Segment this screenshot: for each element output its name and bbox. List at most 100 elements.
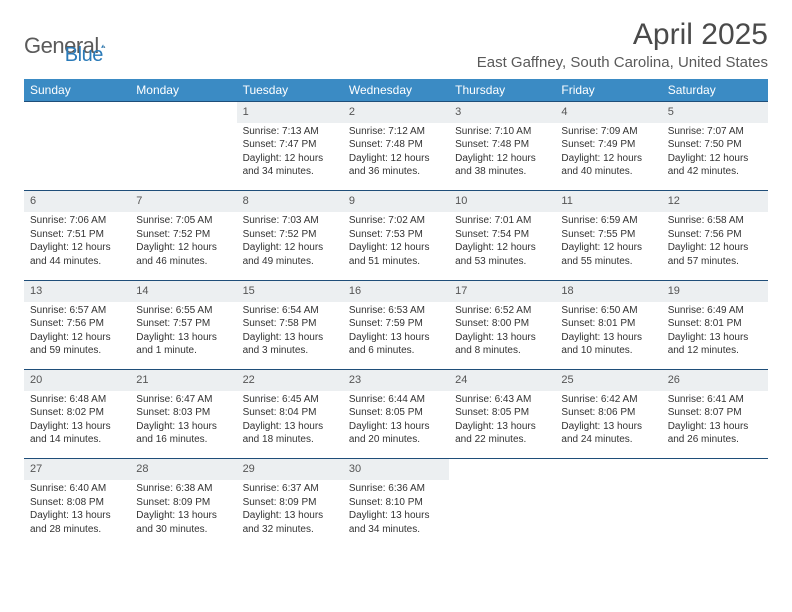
day-cell (24, 123, 130, 191)
daylight-text: Daylight: 12 hours and 34 minutes. (243, 152, 337, 179)
daylight-text: Daylight: 12 hours and 53 minutes. (455, 241, 549, 268)
sunrise-text: Sunrise: 6:50 AM (561, 304, 655, 318)
daylight-text: Daylight: 13 hours and 26 minutes. (668, 420, 762, 447)
sunrise-text: Sunrise: 6:40 AM (30, 482, 124, 496)
day-cell: Sunrise: 6:38 AMSunset: 8:09 PMDaylight:… (130, 480, 236, 542)
page-title: April 2025 (477, 18, 768, 52)
day-number-cell: 10 (449, 191, 555, 212)
daylight-text: Daylight: 13 hours and 8 minutes. (455, 331, 549, 358)
sunrise-text: Sunrise: 6:38 AM (136, 482, 230, 496)
sunset-text: Sunset: 8:05 PM (455, 406, 549, 420)
sunset-text: Sunset: 7:58 PM (243, 317, 337, 331)
sunset-text: Sunset: 8:09 PM (243, 496, 337, 510)
day-cell: Sunrise: 7:05 AMSunset: 7:52 PMDaylight:… (130, 212, 236, 280)
day-cell: Sunrise: 6:55 AMSunset: 7:57 PMDaylight:… (130, 302, 236, 370)
day-number-row: 13141516171819 (24, 281, 768, 302)
day-number-cell: 7 (130, 191, 236, 212)
daylight-text: Daylight: 12 hours and 57 minutes. (668, 241, 762, 268)
sunrise-text: Sunrise: 6:41 AM (668, 393, 762, 407)
day-number-cell: 9 (343, 191, 449, 212)
day-cell: Sunrise: 6:41 AMSunset: 8:07 PMDaylight:… (662, 391, 768, 459)
day-number-row: 27282930 (24, 459, 768, 480)
day-cell: Sunrise: 6:37 AMSunset: 8:09 PMDaylight:… (237, 480, 343, 542)
sunrise-text: Sunrise: 7:12 AM (349, 125, 443, 139)
sunset-text: Sunset: 7:56 PM (668, 228, 762, 242)
day-number-cell: 21 (130, 370, 236, 391)
weekday-header-row: SundayMondayTuesdayWednesdayThursdayFrid… (24, 79, 768, 102)
day-cell: Sunrise: 7:10 AMSunset: 7:48 PMDaylight:… (449, 123, 555, 191)
sunset-text: Sunset: 7:49 PM (561, 138, 655, 152)
daylight-text: Daylight: 13 hours and 1 minute. (136, 331, 230, 358)
sunrise-text: Sunrise: 6:59 AM (561, 214, 655, 228)
sunset-text: Sunset: 8:05 PM (349, 406, 443, 420)
sunset-text: Sunset: 7:59 PM (349, 317, 443, 331)
day-number-cell: 26 (662, 370, 768, 391)
day-cell (555, 480, 661, 542)
day-number-row: 6789101112 (24, 191, 768, 212)
title-block: April 2025 East Gaffney, South Carolina,… (477, 18, 768, 71)
day-content-row: Sunrise: 6:40 AMSunset: 8:08 PMDaylight:… (24, 480, 768, 542)
day-number-cell: 14 (130, 281, 236, 302)
day-cell (130, 123, 236, 191)
day-number-cell (449, 459, 555, 480)
day-cell: Sunrise: 7:06 AMSunset: 7:51 PMDaylight:… (24, 212, 130, 280)
day-number-cell: 8 (237, 191, 343, 212)
sunset-text: Sunset: 7:57 PM (136, 317, 230, 331)
day-number-cell: 5 (662, 102, 768, 123)
sunset-text: Sunset: 7:48 PM (455, 138, 549, 152)
day-number-cell: 1 (237, 102, 343, 123)
sunset-text: Sunset: 7:56 PM (30, 317, 124, 331)
sunrise-text: Sunrise: 7:10 AM (455, 125, 549, 139)
day-number-cell: 24 (449, 370, 555, 391)
daylight-text: Daylight: 13 hours and 16 minutes. (136, 420, 230, 447)
day-number-cell: 17 (449, 281, 555, 302)
day-cell: Sunrise: 7:12 AMSunset: 7:48 PMDaylight:… (343, 123, 449, 191)
weekday-header: Wednesday (343, 79, 449, 102)
day-cell: Sunrise: 6:43 AMSunset: 8:05 PMDaylight:… (449, 391, 555, 459)
sunrise-text: Sunrise: 6:58 AM (668, 214, 762, 228)
day-cell (662, 480, 768, 542)
day-cell: Sunrise: 7:03 AMSunset: 7:52 PMDaylight:… (237, 212, 343, 280)
daylight-text: Daylight: 12 hours and 59 minutes. (30, 331, 124, 358)
day-content-row: Sunrise: 6:57 AMSunset: 7:56 PMDaylight:… (24, 302, 768, 370)
day-cell: Sunrise: 6:50 AMSunset: 8:01 PMDaylight:… (555, 302, 661, 370)
day-cell: Sunrise: 7:09 AMSunset: 7:49 PMDaylight:… (555, 123, 661, 191)
sunrise-text: Sunrise: 7:03 AM (243, 214, 337, 228)
day-number-cell: 27 (24, 459, 130, 480)
sunset-text: Sunset: 8:02 PM (30, 406, 124, 420)
day-number-row: 20212223242526 (24, 370, 768, 391)
header: General Blue April 2025 East Gaffney, So… (24, 18, 768, 71)
sunrise-text: Sunrise: 6:48 AM (30, 393, 124, 407)
sunrise-text: Sunrise: 6:55 AM (136, 304, 230, 318)
sunrise-text: Sunrise: 6:47 AM (136, 393, 230, 407)
sunrise-text: Sunrise: 6:44 AM (349, 393, 443, 407)
sunrise-text: Sunrise: 6:43 AM (455, 393, 549, 407)
sunrise-text: Sunrise: 6:37 AM (243, 482, 337, 496)
daylight-text: Daylight: 12 hours and 40 minutes. (561, 152, 655, 179)
daylight-text: Daylight: 13 hours and 22 minutes. (455, 420, 549, 447)
sunset-text: Sunset: 8:04 PM (243, 406, 337, 420)
day-number-cell: 3 (449, 102, 555, 123)
day-cell: Sunrise: 6:36 AMSunset: 8:10 PMDaylight:… (343, 480, 449, 542)
day-cell: Sunrise: 6:40 AMSunset: 8:08 PMDaylight:… (24, 480, 130, 542)
sunset-text: Sunset: 8:07 PM (668, 406, 762, 420)
daylight-text: Daylight: 13 hours and 32 minutes. (243, 509, 337, 536)
daylight-text: Daylight: 12 hours and 38 minutes. (455, 152, 549, 179)
daylight-text: Daylight: 12 hours and 46 minutes. (136, 241, 230, 268)
sunset-text: Sunset: 7:50 PM (668, 138, 762, 152)
location-text: East Gaffney, South Carolina, United Sta… (477, 54, 768, 71)
day-number-cell: 29 (237, 459, 343, 480)
sunrise-text: Sunrise: 6:49 AM (668, 304, 762, 318)
daylight-text: Daylight: 13 hours and 18 minutes. (243, 420, 337, 447)
daylight-text: Daylight: 13 hours and 14 minutes. (30, 420, 124, 447)
day-cell: Sunrise: 6:58 AMSunset: 7:56 PMDaylight:… (662, 212, 768, 280)
sunset-text: Sunset: 7:53 PM (349, 228, 443, 242)
day-number-cell (662, 459, 768, 480)
sunrise-text: Sunrise: 6:52 AM (455, 304, 549, 318)
sunset-text: Sunset: 7:48 PM (349, 138, 443, 152)
daylight-text: Daylight: 12 hours and 55 minutes. (561, 241, 655, 268)
day-number-cell (130, 102, 236, 123)
sunrise-text: Sunrise: 7:07 AM (668, 125, 762, 139)
logo: General Blue (24, 24, 103, 67)
day-number-cell: 4 (555, 102, 661, 123)
